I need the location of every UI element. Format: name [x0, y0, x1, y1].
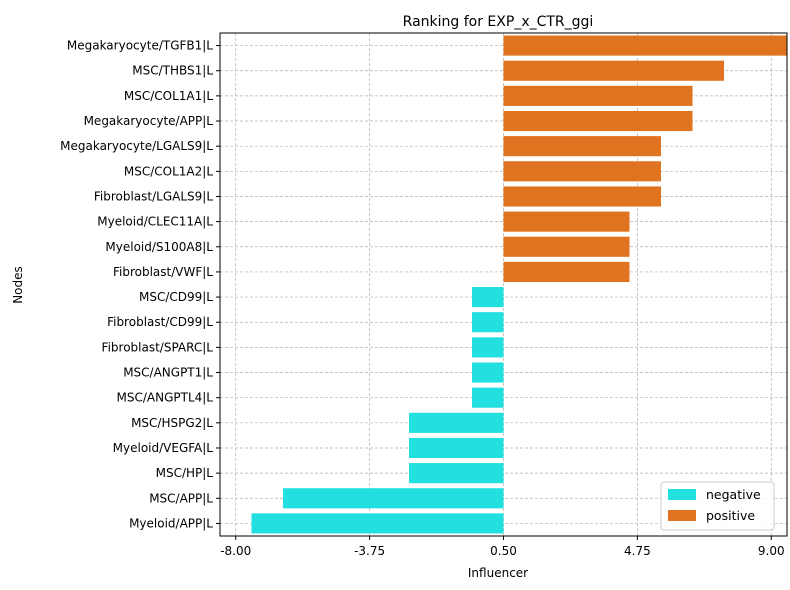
chart-title: Ranking for EXP_x_CTR_ggi: [403, 14, 594, 30]
bar-negative: [472, 362, 504, 383]
y-tick-label: MSC/ANGPT1|L: [123, 366, 213, 380]
y-tick-label: Myeloid/APP|L: [129, 516, 213, 530]
y-tick-label: MSC/THBS1|L: [132, 64, 213, 78]
legend-swatch-negative: [668, 489, 696, 500]
y-tick-label: Fibroblast/CD99|L: [107, 315, 213, 329]
y-tick-label: Fibroblast/LGALS9|L: [94, 189, 213, 203]
y-tick-label: MSC/HSPG2|L: [131, 416, 213, 430]
y-tick-label: MSC/CD99|L: [139, 290, 213, 304]
x-tick-label: 9.00: [758, 544, 785, 558]
bar-negative: [409, 437, 504, 459]
bar-negative: [472, 387, 504, 408]
x-tick-label: -8.00: [220, 544, 251, 558]
y-axis-title: Nodes: [11, 266, 25, 304]
x-axis-ticks: -8.00 -3.75 0.50 4.75 9.00: [220, 536, 785, 558]
legend: negative positive: [660, 481, 775, 531]
bar-negative: [283, 488, 504, 509]
bar-positive: [503, 60, 724, 81]
y-tick-label: MSC/APP|L: [149, 491, 213, 505]
x-tick-label: 0.50: [490, 544, 517, 558]
y-tick-label: MSC/COL1A2|L: [124, 164, 213, 178]
y-axis-ticks: Megakaryocyte/TGFB1|L MSC/THBS1|L MSC/COL1…: [60, 39, 220, 530]
bar-negative: [409, 463, 504, 484]
bar-positive: [503, 35, 787, 56]
y-tick-label: Megakaryocyte/APP|L: [84, 114, 214, 128]
y-tick-label: MSC/HP|L: [156, 466, 214, 480]
y-tick-label: MSC/COL1A1|L: [124, 89, 213, 103]
bar-positive: [503, 236, 630, 257]
y-tick-label: Megakaryocyte/LGALS9|L: [60, 139, 213, 153]
bar-negative: [251, 513, 504, 534]
x-tick-label: -3.75: [354, 544, 385, 558]
bar-positive: [503, 211, 630, 232]
legend-label-positive: positive: [706, 508, 755, 523]
bar-negative: [409, 412, 504, 433]
x-tick-label: 4.75: [624, 544, 651, 558]
y-tick-label: Fibroblast/VWF|L: [113, 265, 213, 279]
bar-negative: [472, 337, 504, 358]
legend-swatch-positive: [668, 510, 696, 521]
bar-positive: [503, 85, 693, 106]
y-tick-label: Megakaryocyte/TGFB1|L: [67, 39, 213, 53]
y-tick-label: Myeloid/S100A8|L: [105, 240, 213, 254]
bar-positive: [503, 186, 661, 207]
x-axis-title: Influencer: [468, 566, 528, 580]
y-tick-label: MSC/ANGPTL4|L: [117, 391, 214, 405]
y-tick-label: Fibroblast/SPARC|L: [102, 340, 214, 354]
y-tick-label: Myeloid/VEGFA|L: [113, 441, 214, 455]
bar-positive: [503, 110, 693, 132]
bar-positive: [503, 261, 630, 282]
grid-layer: [220, 33, 787, 536]
legend-label-negative: negative: [706, 487, 761, 502]
bar-positive: [503, 136, 661, 157]
y-tick-label: Myeloid/CLEC11A|L: [97, 215, 213, 229]
bar-positive: [503, 161, 661, 182]
bar-layer: [251, 35, 787, 534]
bar-negative: [472, 312, 504, 333]
bar-negative: [472, 287, 504, 308]
